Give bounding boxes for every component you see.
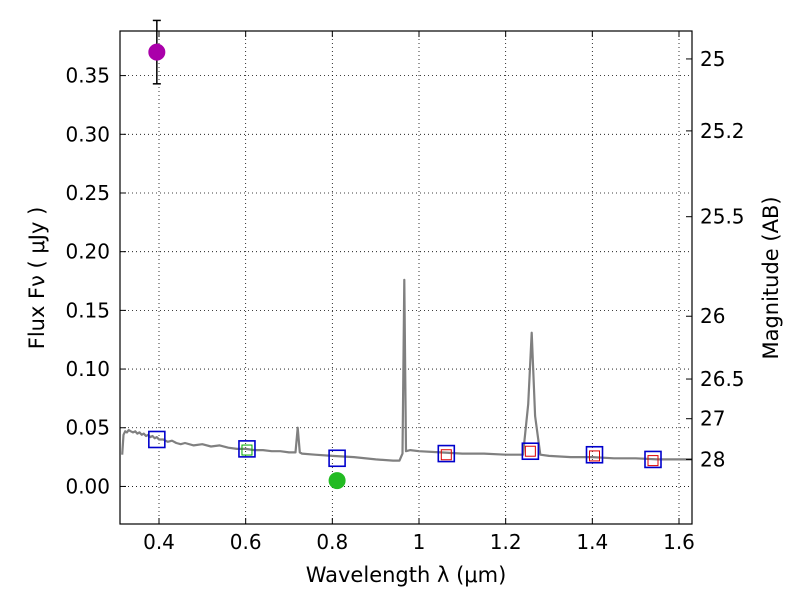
- y-tick-label: 0.20: [65, 240, 110, 264]
- x-tick-label: 1: [413, 530, 426, 554]
- plot-frame: [119, 30, 693, 525]
- y2-axis-title: Magnitude (AB): [759, 196, 783, 359]
- y-tick-label: 0.10: [65, 357, 110, 381]
- y-tick-label: 0.35: [65, 64, 110, 88]
- observed-band-square: [524, 445, 536, 457]
- observed-band-square: [241, 444, 253, 456]
- x-tick-label: 0.6: [230, 530, 262, 554]
- model-photometry-square: [328, 449, 346, 468]
- observed-band-square: [647, 455, 659, 467]
- y2-tick-label: 28: [700, 447, 725, 471]
- axis-ticks: 0.4 0.6 0.8 1 1.2 1.4 1.6 0.00 0.05 0.10 0.15 0.20 0…: [65, 31, 745, 554]
- y2-tick-label: 25.5: [700, 205, 745, 229]
- x-axis-title: Wavelength λ (μm): [306, 563, 507, 587]
- y-tick-label: 0.00: [65, 474, 110, 498]
- y2-tick-label: 26: [700, 304, 725, 328]
- x-tick-label: 0.8: [316, 530, 348, 554]
- x-tick-label: 1.2: [490, 530, 522, 554]
- plot-area: [121, 19, 692, 490]
- x-tick-label: 1.4: [576, 530, 608, 554]
- model-photometry-square: [148, 430, 166, 449]
- detection-point: [328, 472, 346, 490]
- observed-band-square: [589, 450, 600, 462]
- y-tick-label: 0.25: [65, 181, 110, 205]
- y-axis-title: Flux Fν ( μJy ): [25, 207, 49, 350]
- y-tick-label: 0.30: [65, 122, 110, 146]
- model-photometry-square: [585, 445, 604, 464]
- y2-tick-label: 26.5: [700, 367, 745, 391]
- model-photometry-square: [238, 440, 256, 458]
- y2-tick-label: 25.2: [700, 119, 745, 143]
- x-tick-label: 1.6: [663, 530, 695, 554]
- x-tick-label: 0.4: [143, 530, 175, 554]
- y-tick-label: 0.15: [65, 298, 110, 322]
- model-photometry-square: [644, 450, 662, 469]
- model-photometry-square: [521, 442, 540, 461]
- y2-tick-label: 25: [700, 47, 725, 71]
- y2-tick-label: 27: [700, 407, 725, 431]
- model-photometry-square: [437, 444, 456, 463]
- grid-lines: [120, 31, 692, 524]
- y-tick-label: 0.05: [65, 416, 110, 440]
- detection-point: [148, 43, 166, 61]
- observed-band-square: [440, 449, 452, 461]
- sed-model-line: [121, 278, 692, 462]
